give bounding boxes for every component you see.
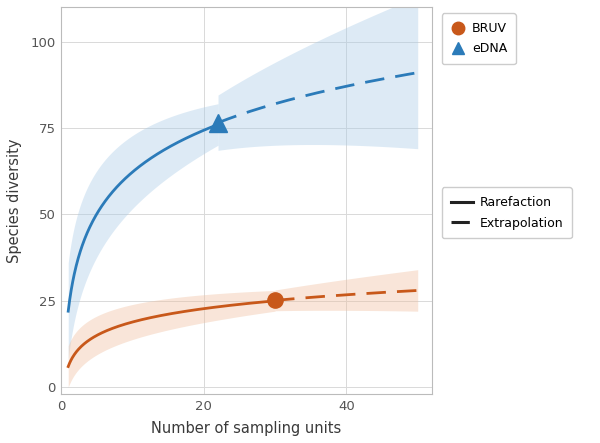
X-axis label: Number of sampling units: Number of sampling units [151, 421, 341, 436]
Y-axis label: Species diversity: Species diversity [7, 138, 22, 263]
Legend: Rarefaction, Extrapolation: Rarefaction, Extrapolation [442, 187, 572, 238]
